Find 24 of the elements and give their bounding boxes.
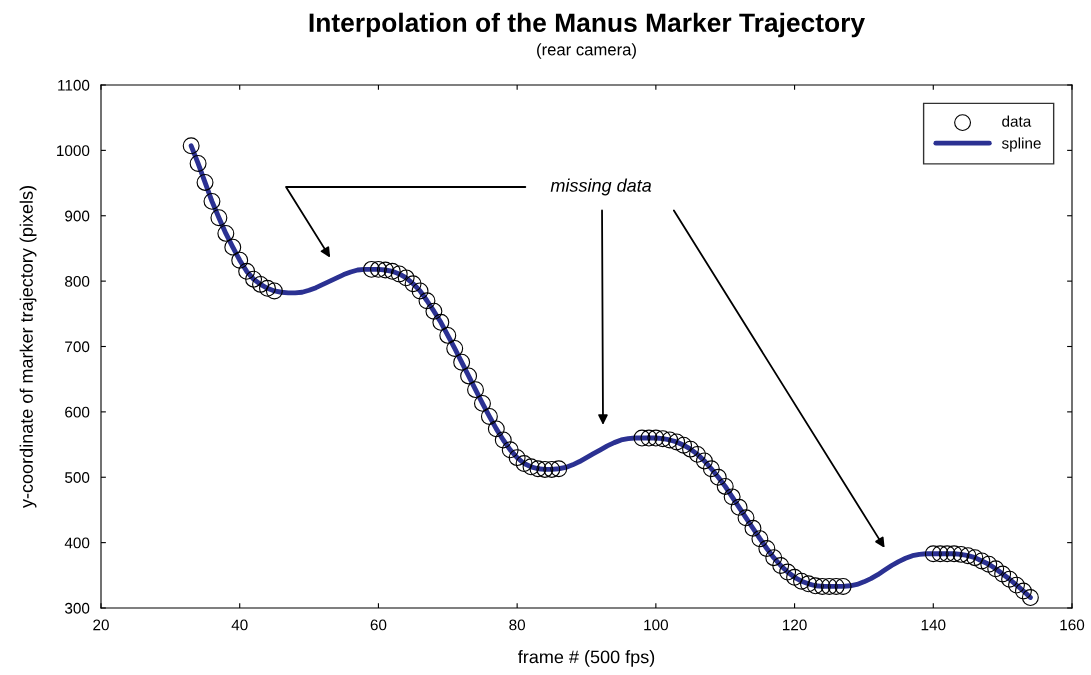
x-tick-label: 120 bbox=[782, 619, 807, 631]
x-tick-label: 160 bbox=[1060, 619, 1085, 631]
x-tick-label: 140 bbox=[921, 619, 946, 631]
legend-label: spline bbox=[1001, 137, 1041, 152]
legend-label: data bbox=[1002, 115, 1032, 127]
x-tick-label: 40 bbox=[231, 619, 248, 631]
annotation: missing data bbox=[550, 178, 652, 196]
chart-subtitle: (rear camera) bbox=[537, 43, 636, 59]
x-tick-label: 60 bbox=[370, 619, 387, 631]
y-tick-label: 800 bbox=[65, 275, 90, 287]
x-axis-title: frame # (500 fps) bbox=[518, 650, 655, 667]
y-tick-label: 600 bbox=[65, 406, 90, 418]
y-tick-label: 1000 bbox=[57, 145, 90, 157]
x-tick-label: 80 bbox=[509, 619, 526, 631]
y-tick-label: 500 bbox=[65, 472, 90, 483]
y-tick-label: 900 bbox=[65, 210, 90, 222]
y-tick-label: 700 bbox=[65, 341, 90, 353]
y-axis-title: y-coordinate of marker trajectory (pixels) bbox=[19, 186, 37, 508]
x-tick-label: 20 bbox=[93, 619, 109, 631]
x-tick-label: 100 bbox=[644, 619, 669, 631]
y-tick-label: 1100 bbox=[58, 79, 90, 91]
y-tick-label: 300 bbox=[64, 602, 90, 614]
chart-title: Interpolation of the Manus Marker Trajectory bbox=[309, 12, 865, 38]
y-tick-label: 400 bbox=[64, 537, 90, 549]
